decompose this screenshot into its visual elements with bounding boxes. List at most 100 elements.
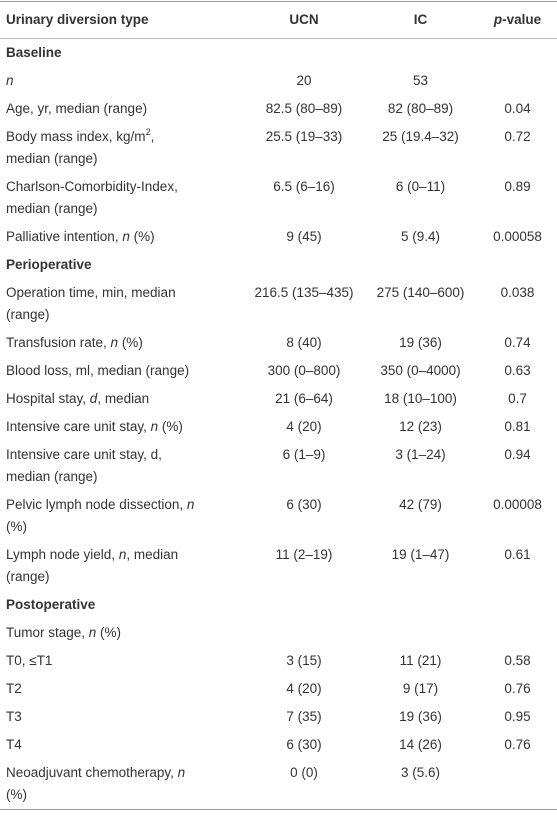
label-line: T2	[6, 678, 241, 700]
label-line: Palliative intention, n (%)	[6, 226, 241, 248]
value-cell: 0.7	[508, 391, 527, 406]
text-run: T4	[6, 737, 22, 752]
row-label: Neoadjuvant chemotherapy, n (%)	[0, 759, 245, 810]
row-label: Hospital stay, d, median	[0, 385, 245, 413]
data-row: Blood loss, ml, median (range) 300 (0–800…	[0, 357, 557, 385]
data-row: T3 7 (35) 19 (36) 0.95	[0, 703, 557, 731]
text-run: (%)	[6, 519, 27, 534]
value-cell: 275 (140–600)	[376, 285, 465, 300]
value-cell: 5 (9.4)	[400, 229, 441, 244]
row-label: Intensive care unit stay, n (%)	[0, 413, 245, 441]
styled-run: n	[150, 419, 159, 434]
value-cell: 11 (21)	[399, 653, 442, 668]
text-run: Age, yr, median (range)	[6, 101, 148, 116]
header-cell: UCN	[245, 1, 363, 39]
label-line: median (range)	[6, 148, 241, 170]
label-line: Blood loss, ml, median (range)	[6, 360, 241, 382]
text-run: Neoadjuvant chemotherapy,	[6, 765, 178, 780]
value-cell: 3 (5.6)	[400, 765, 441, 780]
label-line: Intensive care unit stay, n (%)	[6, 416, 241, 438]
section-row: Postoperative	[0, 591, 557, 619]
text-run: T0, ≤T1	[6, 653, 53, 668]
data-row: Body mass index, kg/m2, median (range) 25.…	[0, 123, 557, 173]
data-row: Neoadjuvant chemotherapy, n (%) 0 (0) 3 (5.…	[0, 759, 557, 810]
data-row: Charlson-Comorbidity-Index, median (range…	[0, 173, 557, 223]
row-label: Intensive care unit stay, d, median (rang…	[0, 441, 245, 491]
data-row: Pelvic lymph node dissection, n (%) 6 (30)…	[0, 491, 557, 541]
label-line: Neoadjuvant chemotherapy, n	[6, 762, 241, 784]
section-label: Baseline	[6, 45, 62, 60]
data-row: Intensive care unit stay, n (%) 4 (20) 12 …	[0, 413, 557, 441]
label-line: Tumor stage, n (%)	[6, 622, 241, 644]
label-line: Charlson-Comorbidity-Index,	[6, 176, 241, 198]
text-run: ,	[150, 129, 155, 144]
empty-cell	[478, 619, 557, 647]
styled-run: n	[6, 73, 14, 88]
row-label: Tumor stage, n (%)	[0, 619, 245, 647]
row-label: Charlson-Comorbidity-Index, median (range…	[0, 173, 245, 223]
data-row: Tumor stage, n (%)	[0, 619, 557, 647]
empty-cell	[245, 619, 363, 647]
data-row: Transfusion rate, n (%) 8 (40) 19 (36) 0.74	[0, 329, 557, 357]
value-cell: 4 (20)	[286, 681, 322, 696]
value-cell: 3 (1–24)	[395, 447, 446, 462]
row-label: T4	[0, 731, 245, 759]
value-cell: 82 (80–89)	[387, 101, 454, 116]
value-cell: 0.95	[504, 709, 531, 724]
styled-run: 2	[145, 127, 151, 137]
value-cell: 3 (15)	[286, 653, 322, 668]
text-run: T3	[6, 709, 22, 724]
value-cell: 12 (23)	[399, 419, 442, 434]
empty-cell	[363, 619, 478, 647]
value-cell: 0.63	[504, 363, 531, 378]
data-row: Lymph node yield, n, median (range) 11 (2–…	[0, 541, 557, 591]
text-run: T2	[6, 681, 22, 696]
row-label: Palliative intention, n (%)	[0, 223, 245, 251]
section-label: Postoperative	[6, 597, 96, 612]
styled-run: p	[493, 12, 503, 27]
text-run: Tumor stage,	[6, 625, 89, 640]
table-header: Urinary diversion type UCN IC p-value	[0, 1, 557, 39]
label-line: (range)	[6, 304, 241, 326]
text-run: (%)	[129, 229, 155, 244]
value-cell: 19 (36)	[399, 335, 442, 350]
row-label: Blood loss, ml, median (range)	[0, 357, 245, 385]
value-cell: 0.61	[504, 547, 531, 562]
value-cell: 0.76	[504, 737, 531, 752]
value-cell: 300 (0–800)	[267, 363, 341, 378]
label-line: Body mass index, kg/m2,	[6, 126, 241, 148]
row-label: Operation time, min, median (range)	[0, 279, 245, 329]
value-cell: 6 (0–11)	[395, 179, 446, 194]
text-run: Intensive care unit stay,	[6, 419, 151, 434]
styled-run: n	[122, 229, 130, 244]
value-cell: 6 (30)	[286, 497, 322, 512]
value-cell: 4 (20)	[286, 419, 322, 434]
text-run: (range)	[6, 307, 50, 322]
value-cell: 0.04	[504, 101, 531, 116]
value-cell: 8 (40)	[286, 335, 322, 350]
value-cell: 6 (1–9)	[282, 447, 326, 462]
value-cell: 0.89	[504, 179, 531, 194]
value-cell: 11 (2–19)	[275, 547, 333, 562]
data-row: Age, yr, median (range) 82.5 (80–89) 82 (8…	[0, 95, 557, 123]
label-line: Intensive care unit stay, d,	[6, 444, 241, 466]
value-cell: 7 (35)	[286, 709, 322, 724]
text-run: Palliative intention,	[6, 229, 123, 244]
row-label: Lymph node yield, n, median (range)	[0, 541, 245, 591]
styled-run: n	[118, 547, 127, 562]
text-run: , median	[97, 391, 150, 406]
table-body: Baseline n 20 53 Age, yr, median (range) 82.5…	[0, 39, 557, 810]
value-cell: 53	[412, 73, 429, 88]
row-label: T2	[0, 675, 245, 703]
text-run: -value	[502, 12, 542, 27]
value-cell: 42 (79)	[399, 497, 442, 512]
styled-run: d	[89, 391, 98, 406]
label-line: Hospital stay, d, median	[6, 388, 241, 410]
value-cell: 0.58	[504, 653, 531, 668]
value-cell: 0.76	[504, 681, 531, 696]
value-cell: 19 (36)	[399, 709, 442, 724]
value-cell: 82.5 (80–89)	[265, 101, 343, 116]
value-cell: 6 (30)	[286, 737, 322, 752]
